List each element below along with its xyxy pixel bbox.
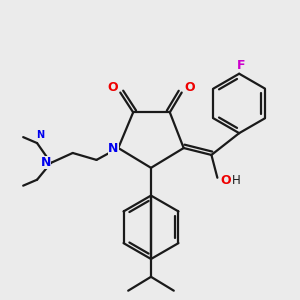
Text: N: N <box>36 130 44 140</box>
Text: O: O <box>220 174 231 187</box>
Text: N: N <box>41 156 51 170</box>
Text: O: O <box>184 81 195 94</box>
Text: N: N <box>108 142 118 154</box>
Text: H: H <box>232 174 241 187</box>
Text: O: O <box>107 81 118 94</box>
Text: F: F <box>237 59 245 72</box>
